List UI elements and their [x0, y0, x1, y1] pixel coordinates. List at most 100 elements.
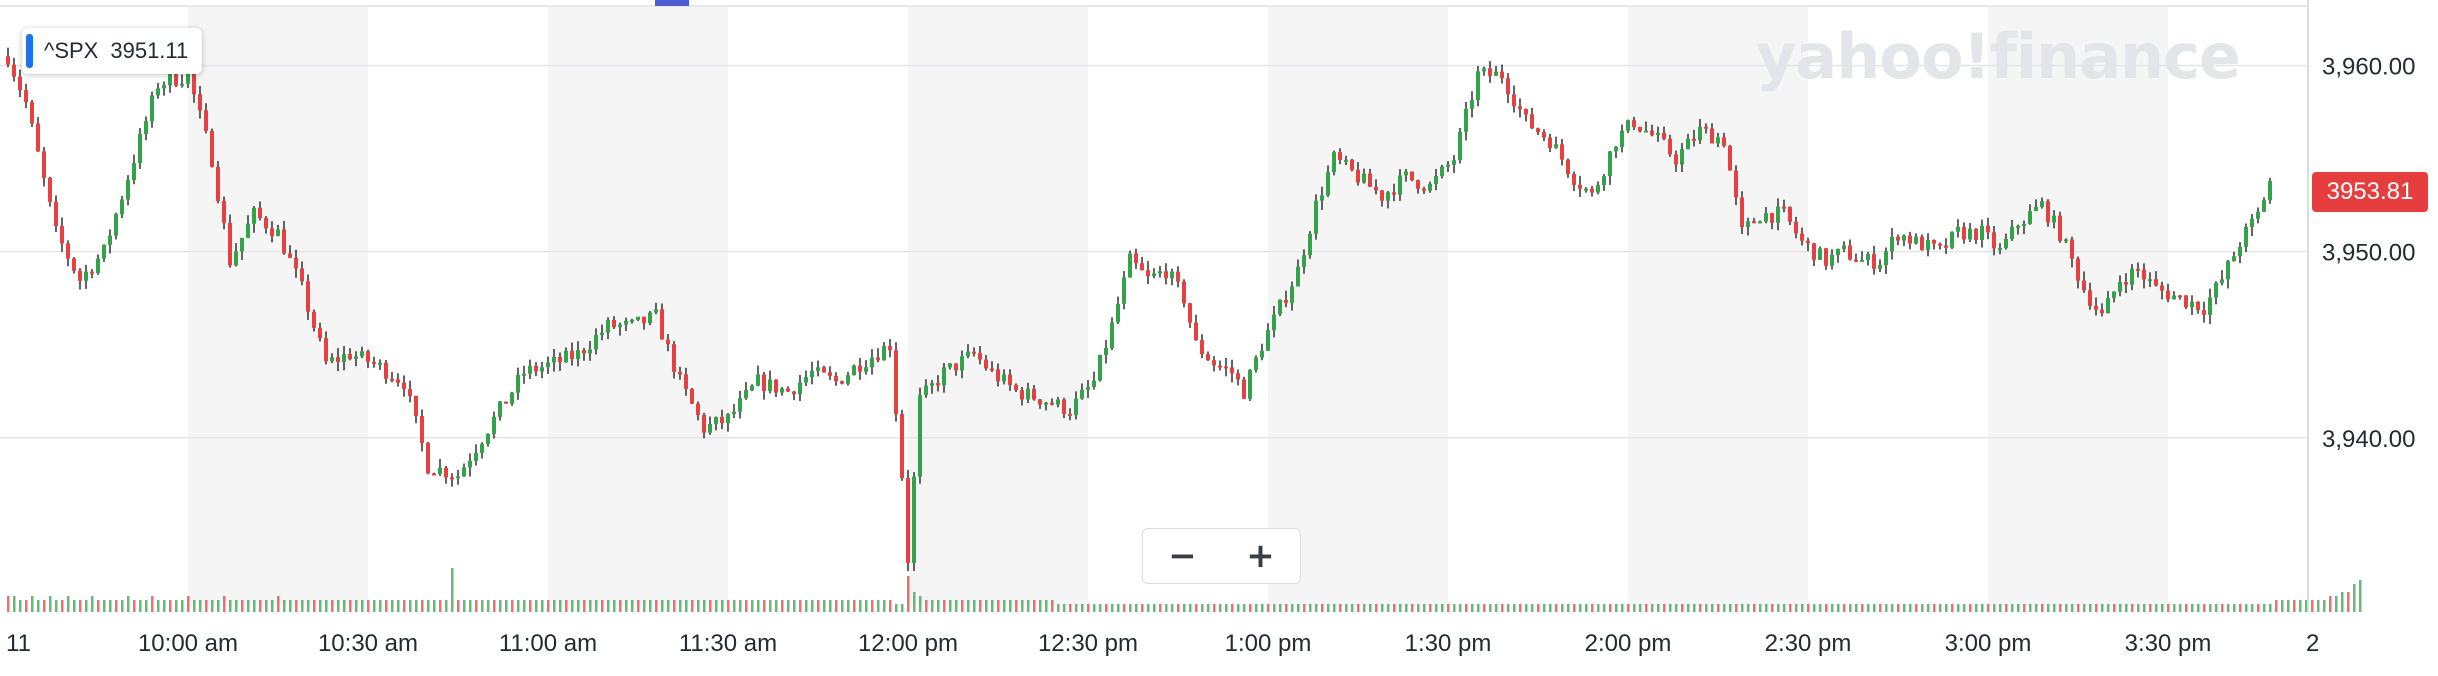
volume-bar: [157, 600, 160, 612]
candle-body: [1782, 206, 1786, 209]
candle-body: [18, 76, 22, 91]
volume-bar: [433, 600, 436, 612]
volume-bar: [1927, 604, 1930, 612]
candle-body: [1890, 237, 1894, 252]
zoom-in-button[interactable]: +: [1221, 528, 1301, 584]
volume-bar: [2113, 604, 2116, 612]
candle-body: [2232, 256, 2236, 262]
candle-body: [2184, 295, 2188, 308]
volume-bar: [721, 600, 724, 612]
volume-bar: [1279, 604, 1282, 612]
candle-body: [1428, 183, 1432, 191]
zoom-out-button[interactable]: −: [1142, 528, 1223, 584]
candle-body: [1014, 384, 1018, 391]
candle-body: [1128, 253, 1132, 278]
volume-bar: [181, 600, 184, 612]
candle-body: [1098, 355, 1102, 381]
volume-bar: [1687, 604, 1690, 612]
volume-bar: [289, 600, 292, 612]
candle-body: [516, 374, 520, 393]
candle-body: [540, 367, 544, 372]
volume-bar: [427, 600, 430, 612]
candle-body: [1872, 254, 1876, 269]
candle-body: [978, 352, 982, 360]
time-bands: [188, 6, 2168, 606]
candle-body: [1716, 137, 1720, 144]
volume-bar: [169, 600, 172, 612]
candle-body: [2088, 290, 2092, 306]
volume-bar: [2239, 604, 2242, 612]
candle-body: [1482, 68, 1486, 72]
candle-body: [36, 123, 40, 152]
candle-body: [2196, 301, 2200, 311]
volume-bar: [301, 600, 304, 612]
volume-bar: [247, 600, 250, 612]
volume-bar: [1999, 604, 2002, 612]
volume-bar: [349, 600, 352, 612]
volume-bar: [241, 600, 244, 612]
volume-bar: [1339, 604, 1342, 612]
volume-bar: [229, 600, 232, 612]
volume-bar: [31, 596, 34, 612]
candle-body: [1692, 138, 1696, 141]
candle-body: [2094, 305, 2098, 310]
candle-body: [546, 362, 550, 368]
volume-bar: [877, 600, 880, 612]
volume-bar: [163, 600, 166, 612]
volume-bar: [1873, 604, 1876, 612]
candle-body: [1488, 68, 1492, 76]
candle-body: [1812, 243, 1816, 260]
candle-body: [1842, 245, 1846, 249]
volume-bar: [1561, 604, 1564, 612]
volume-bar: [1717, 604, 1720, 612]
candle-body: [678, 371, 682, 375]
volume-bar: [97, 600, 100, 612]
candle-body: [2052, 215, 2056, 223]
volume-bar: [79, 600, 82, 612]
candle-body: [1116, 303, 1120, 323]
volume-bar: [1255, 604, 1258, 612]
candle-body: [1962, 227, 1966, 240]
candle-body: [1542, 132, 1546, 138]
candle-body: [234, 251, 238, 266]
candle-body: [1770, 213, 1774, 223]
candle-body: [2046, 201, 2050, 223]
candle-body: [816, 367, 820, 371]
candle-body: [852, 365, 856, 376]
candle-body: [1038, 399, 1042, 405]
volume-bar: [2005, 604, 2008, 612]
candle-body: [768, 379, 772, 391]
volume-bar: [1207, 604, 1210, 612]
candle-body: [1974, 228, 1978, 241]
candle-body: [912, 476, 916, 563]
volume-bar: [1135, 604, 1138, 612]
candle-body: [510, 392, 514, 404]
candle-body: [66, 243, 70, 259]
candle-body: [330, 357, 334, 362]
candle-body: [1626, 120, 1630, 131]
volume-bar: [775, 600, 778, 612]
volume-bar: [505, 600, 508, 612]
volume-bar: [751, 600, 754, 612]
volume-bar: [2233, 604, 2236, 612]
volume-bar: [2329, 596, 2332, 612]
volume-bar: [1267, 604, 1270, 612]
volume-bar: [1705, 604, 1708, 612]
volume-bar: [1381, 604, 1384, 612]
volume-bar: [535, 600, 538, 612]
candle-body: [2124, 282, 2128, 285]
volume-bar: [1507, 604, 1510, 612]
volume-bar: [949, 600, 952, 612]
candle-body: [1236, 373, 1240, 380]
volume-bar: [1423, 604, 1426, 612]
candle-body: [1518, 106, 1522, 109]
volume-bar: [529, 600, 532, 612]
volume-bar: [1849, 604, 1852, 612]
candle-body: [1092, 380, 1096, 387]
x-tick-label: 3:00 pm: [1945, 630, 2032, 657]
volume-bar: [1597, 604, 1600, 612]
volume-bar: [451, 568, 454, 612]
volume-bar: [1039, 600, 1042, 612]
candle-body: [222, 201, 226, 223]
volume-bar: [1723, 604, 1726, 612]
